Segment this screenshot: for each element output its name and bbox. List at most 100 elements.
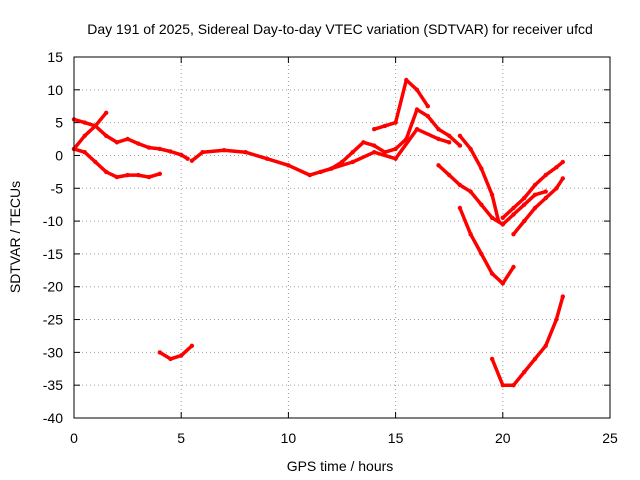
data-point <box>500 222 505 227</box>
y-tick-label: -5 <box>51 180 64 196</box>
data-point <box>168 149 173 154</box>
x-tick-label: 20 <box>495 430 511 446</box>
data-point <box>350 150 355 155</box>
data-point <box>136 141 141 146</box>
data-point <box>447 172 452 178</box>
data-point <box>189 343 195 348</box>
y-tick-label: -20 <box>43 279 63 295</box>
x-tick-label: 25 <box>602 430 618 446</box>
data-point <box>489 271 495 276</box>
y-tick-labels: 15 10 5 0 -5 -10 -15 -20 -25 -30 -35 -40 <box>43 49 63 426</box>
data-point <box>457 133 463 138</box>
data-point <box>125 172 130 178</box>
data-point <box>468 146 473 152</box>
data-point <box>104 169 109 175</box>
data-point <box>318 169 323 175</box>
x-tick-label: 10 <box>281 430 297 446</box>
data-point <box>114 140 120 145</box>
data-point <box>511 264 516 270</box>
data-point <box>146 145 152 150</box>
data-point <box>104 133 109 138</box>
series-line-arc-9 <box>458 134 501 223</box>
data-point <box>489 215 495 220</box>
data-point <box>532 182 538 188</box>
data-point <box>329 166 334 171</box>
y-tick-label: -15 <box>43 246 63 262</box>
data-point <box>382 150 388 155</box>
data-point <box>543 343 548 348</box>
data-point <box>393 120 398 125</box>
series-line-arc-4 <box>158 344 194 361</box>
data-point <box>479 202 484 207</box>
data-point <box>339 159 345 165</box>
data-point <box>414 127 420 132</box>
chart-title: Day 191 of 2025, Sidereal Day-to-day VTE… <box>87 21 593 37</box>
y-tick-label: -25 <box>43 312 63 328</box>
data-point <box>489 192 495 197</box>
data-point <box>543 189 548 194</box>
data-point <box>82 150 87 155</box>
data-point <box>125 136 130 142</box>
data-point <box>511 212 516 217</box>
y-axis-label: SDTVAR / TECUs <box>7 181 23 293</box>
data-point <box>522 369 527 375</box>
data-point <box>146 174 152 180</box>
data-point <box>82 133 87 138</box>
data-point <box>511 205 516 211</box>
data-point <box>554 165 559 170</box>
data-point <box>489 356 495 362</box>
data-point <box>543 172 548 178</box>
data-point <box>560 176 565 181</box>
data-point <box>136 172 141 178</box>
data-point <box>157 171 162 176</box>
x-tick-labels: 0 5 10 15 20 25 <box>70 430 618 446</box>
data-point <box>372 150 377 155</box>
x-tick-label: 5 <box>177 430 185 446</box>
data-point <box>350 159 355 165</box>
data-point <box>500 281 505 286</box>
data-point <box>179 152 184 157</box>
data-point <box>532 192 538 197</box>
data-point <box>560 294 565 299</box>
y-tick-label: -10 <box>43 213 63 229</box>
data-point <box>393 156 398 161</box>
data-point <box>200 150 205 155</box>
data-point <box>522 218 527 224</box>
data-point <box>532 356 538 362</box>
series-line-arc-7 <box>372 78 430 131</box>
data-point <box>479 166 484 171</box>
x-tick-label: 0 <box>70 430 78 446</box>
data-point <box>382 123 388 129</box>
x-axis-label: GPS time / hours <box>287 458 394 474</box>
series-line-arc-10 <box>458 206 516 286</box>
data-point <box>82 120 87 125</box>
data-point <box>479 251 484 257</box>
data-point <box>243 150 248 155</box>
data-point <box>93 159 98 165</box>
data-point <box>361 140 366 145</box>
y-tick-label: -35 <box>43 377 63 393</box>
data-point <box>425 104 430 109</box>
data-point <box>543 195 548 201</box>
data-point <box>157 350 162 355</box>
data-point <box>511 383 516 388</box>
x-tick-label: 15 <box>388 430 404 446</box>
data-point <box>286 163 291 168</box>
data-point <box>436 127 441 132</box>
y-tick-label: 15 <box>47 49 63 65</box>
data-point <box>457 205 463 211</box>
data-point <box>93 123 98 129</box>
data-point <box>457 182 463 188</box>
data-point <box>436 136 441 142</box>
data-point <box>468 189 473 194</box>
y-tick-label: -40 <box>43 410 63 426</box>
data-point <box>168 356 173 362</box>
data-point <box>414 87 420 93</box>
data-point <box>185 156 190 161</box>
data-point <box>372 143 377 148</box>
data-point <box>404 77 409 83</box>
data-point <box>496 218 501 224</box>
series-line-arc-1 <box>72 147 162 179</box>
data-point <box>221 148 227 153</box>
